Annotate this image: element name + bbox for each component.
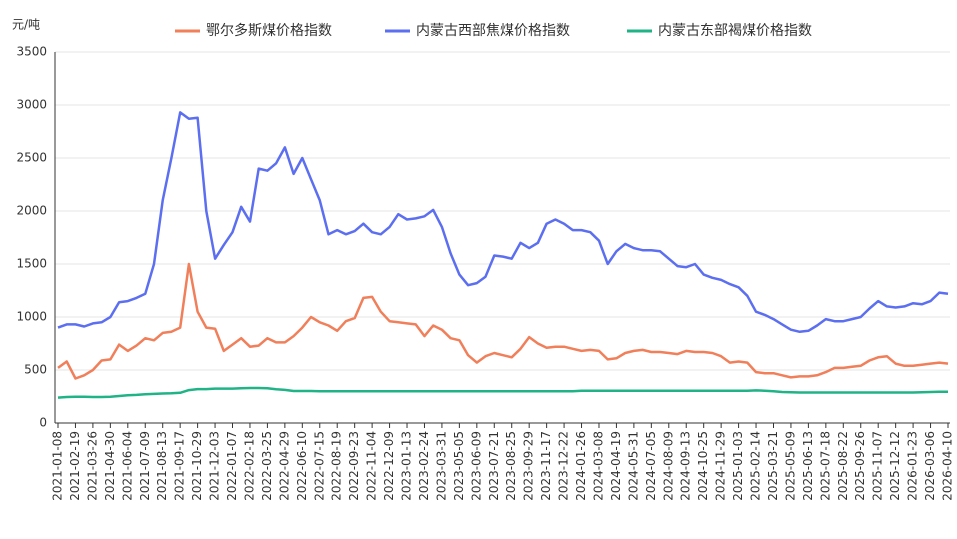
series-line	[57, 111, 949, 334]
x-tick-label: 2024-03-08	[591, 431, 605, 501]
x-tick-label: 2023-08-25	[504, 431, 518, 501]
x-tick-label: 2025-09-26	[853, 431, 867, 501]
x-tick-label: 2021-07-09	[138, 431, 152, 501]
x-tick-label: 2022-01-07	[225, 431, 239, 501]
x-tick-label: 2025-12-12	[888, 431, 902, 501]
x-tick-label: 2023-12-22	[557, 431, 571, 501]
x-tick-label: 2021-03-26	[85, 431, 99, 501]
x-tick-label: 2022-03-25	[260, 431, 274, 501]
x-tick-label: 2021-04-30	[103, 431, 117, 501]
y-tick-label: 3500	[16, 45, 47, 59]
x-tick-label: 2023-01-13	[400, 431, 414, 501]
y-tick-label: 500	[24, 363, 47, 377]
x-tick-label: 2023-02-24	[417, 431, 431, 501]
legend-label: 鄂尔多斯煤价格指数	[206, 22, 332, 39]
x-tick-label: 2021-08-13	[155, 431, 169, 501]
x-tick-label: 2023-05-05	[452, 431, 466, 501]
legend-label: 内蒙古东部褐煤价格指数	[658, 23, 812, 39]
x-tick-label: 2022-07-15	[312, 431, 326, 501]
x-tick-label: 2025-08-22	[836, 431, 850, 501]
x-tick-label: 2022-08-19	[330, 431, 344, 501]
y-tick-label: 3000	[16, 98, 47, 112]
series-line	[57, 386, 948, 399]
x-tick-label: 2024-09-13	[679, 431, 693, 501]
x-tick-label: 2022-11-04	[365, 431, 379, 501]
x-tick-label: 2024-01-26	[574, 431, 588, 501]
x-tick-label: 2023-03-31	[434, 431, 448, 501]
y-tick-label: 1000	[16, 310, 47, 324]
x-tick-label: 2025-07-18	[818, 431, 832, 501]
x-tick-label: 2021-12-03	[208, 431, 222, 501]
legend-label: 内蒙古西部焦煤价格指数	[416, 23, 570, 39]
x-tick-label: 2025-01-03	[731, 431, 745, 501]
x-tick-label: 2025-03-21	[766, 431, 780, 501]
x-tick-label: 2024-11-29	[714, 431, 728, 501]
series-line	[57, 262, 949, 380]
x-tick-label: 2023-07-21	[487, 431, 501, 501]
x-tick-label: 2024-10-25	[696, 431, 710, 501]
x-tick-label: 2022-12-09	[382, 431, 396, 501]
x-tick-label: 2023-11-17	[539, 431, 553, 501]
x-tick-label: 2025-02-14	[749, 431, 763, 501]
x-tick-label: 2022-09-23	[347, 431, 361, 501]
x-tick-label: 2022-04-29	[277, 431, 291, 501]
y-tick-label: 2500	[16, 151, 47, 165]
x-tick-label: 2024-07-05	[644, 431, 658, 501]
x-tick-label: 2026-04-10	[941, 431, 955, 501]
x-tick-label: 2026-03-06	[923, 431, 937, 501]
x-tick-label: 2021-02-19	[68, 431, 82, 501]
y-tick-label: 0	[39, 416, 47, 430]
x-tick-label: 2025-06-13	[801, 431, 815, 501]
x-tick-label: 2024-05-31	[626, 431, 640, 501]
x-tick-label: 2021-06-04	[120, 431, 134, 501]
x-tick-label: 2024-04-19	[609, 431, 623, 501]
x-tick-label: 2023-06-09	[469, 431, 483, 501]
x-tick-label: 2021-01-08	[51, 431, 65, 501]
x-tick-label: 2025-05-09	[783, 431, 797, 501]
x-tick-label: 2021-09-17	[173, 431, 187, 501]
x-tick-label: 2026-01-23	[906, 431, 920, 501]
x-tick-label: 2025-11-07	[871, 431, 885, 501]
y-axis-label: 元/吨	[12, 18, 40, 32]
x-tick-label: 2022-06-10	[295, 431, 309, 501]
y-tick-label: 2000	[16, 204, 47, 218]
x-tick-label: 2023-09-29	[522, 431, 536, 501]
x-tick-label: 2021-10-29	[190, 431, 204, 501]
x-tick-label: 2022-02-18	[242, 431, 256, 501]
y-tick-label: 1500	[16, 257, 47, 271]
x-tick-label: 2024-08-09	[661, 431, 675, 501]
